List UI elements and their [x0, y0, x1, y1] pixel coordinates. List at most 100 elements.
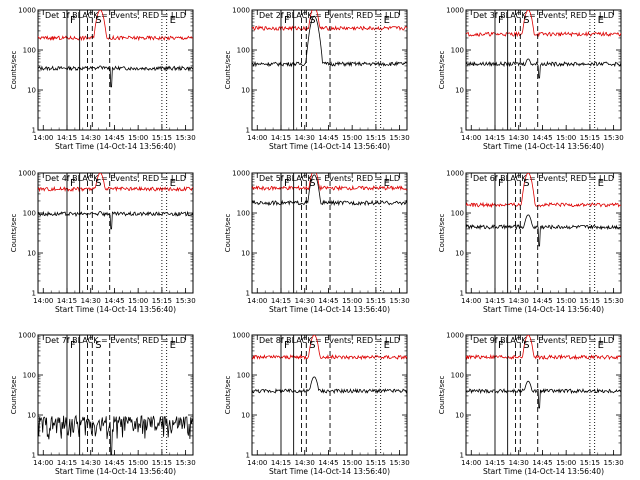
event-marker-label: E	[384, 178, 390, 189]
y-tick-label: 1	[32, 127, 36, 135]
y-axis-label: Counts/sec	[10, 376, 18, 415]
y-tick-label: 100	[23, 210, 36, 218]
chart-panel-2: Det 2f BLACK = Events, RED = LLD 1 10 100 10…	[224, 7, 410, 152]
x-tick-label: 14:45	[318, 297, 338, 305]
chart-title: Det 8f BLACK = Events, RED = LLD	[259, 336, 400, 345]
series-line-events	[252, 174, 407, 207]
x-tick-label: 15:00	[556, 134, 576, 142]
series-line-lld	[252, 10, 407, 32]
x-tick-label: 14:45	[532, 297, 552, 305]
x-tick-label: 15:00	[342, 459, 362, 467]
y-tick-label: 100	[23, 372, 36, 380]
plot-frame	[37, 172, 194, 294]
chart-title: Det 6f BLACK = Events, RED = LLD	[473, 174, 614, 183]
x-tick-label: 15:30	[604, 297, 624, 305]
x-tick-label: 14:15	[271, 134, 291, 142]
x-tick-label: 14:45	[104, 134, 124, 142]
x-tick-label: 15:30	[390, 297, 410, 305]
x-tick-label: 15:30	[390, 134, 410, 142]
x-tick-label: 15:15	[366, 459, 386, 467]
event-marker-label: S	[309, 340, 315, 351]
x-tick-label: 14:30	[509, 459, 529, 467]
y-axis-label: Counts/sec	[224, 214, 232, 253]
x-tick-label: 14:15	[271, 459, 291, 467]
series-line-events	[252, 15, 407, 68]
event-marker-label: E	[384, 15, 390, 26]
y-tick-label: 10	[27, 87, 36, 95]
x-axis-label: Start Time (14-Oct-14 13:56:40)	[55, 305, 176, 314]
x-tick-label: 14:00	[461, 297, 481, 305]
event-marker-label: F	[284, 340, 290, 351]
plot-frame	[465, 334, 622, 456]
x-tick-label: 15:30	[176, 134, 196, 142]
x-tick-label: 14:00	[247, 459, 267, 467]
x-axis-label: Start Time (14-Oct-14 13:56:40)	[269, 305, 390, 314]
y-tick-label: 1000	[18, 332, 36, 340]
x-tick-label: 14:45	[318, 134, 338, 142]
y-axis-label: Counts/sec	[224, 376, 232, 415]
series-line-events	[466, 58, 621, 79]
plot-frame	[251, 334, 408, 456]
y-axis-label: Counts/sec	[438, 51, 446, 90]
x-tick-label: 15:30	[176, 459, 196, 467]
y-tick-label: 1000	[18, 170, 36, 178]
series-line-lld	[38, 10, 193, 42]
event-marker-label: F	[498, 340, 504, 351]
chart-panel-7: Det 7f BLACK = Events, RED = LLD 1 10 100 10…	[10, 332, 196, 477]
chart-title: Det 9f BLACK = Events, RED = LLD	[473, 336, 614, 345]
x-tick-label: 14:45	[104, 297, 124, 305]
x-tick-label: 15:00	[556, 459, 576, 467]
event-marker-label: E	[598, 340, 604, 351]
x-tick-label: 14:45	[318, 459, 338, 467]
event-marker-label: S	[309, 178, 315, 189]
series-line-events	[38, 65, 193, 88]
plot-frame	[37, 334, 194, 456]
y-tick-label: 100	[237, 47, 250, 55]
y-tick-label: 100	[23, 47, 36, 55]
x-tick-label: 14:00	[461, 134, 481, 142]
event-marker-label: S	[309, 15, 315, 26]
series-line-events	[466, 214, 621, 247]
x-tick-label: 15:15	[580, 134, 600, 142]
x-tick-label: 14:15	[485, 459, 505, 467]
y-axis-label: Counts/sec	[224, 51, 232, 90]
x-tick-label: 14:00	[247, 297, 267, 305]
y-tick-label: 1	[460, 452, 464, 460]
x-tick-label: 14:00	[33, 297, 53, 305]
x-tick-label: 14:30	[509, 297, 529, 305]
y-axis-label: Counts/sec	[438, 376, 446, 415]
chart-panel-1: Det 1f BLACK = Events, RED = LLD 1 10 100 10…	[10, 7, 196, 152]
series-line-events	[38, 414, 193, 455]
series-line-lld	[466, 10, 621, 38]
x-tick-label: 15:15	[580, 459, 600, 467]
y-tick-label: 1	[246, 452, 250, 460]
event-marker-label: S	[523, 340, 529, 351]
y-axis-label: Counts/sec	[10, 214, 18, 253]
event-marker-label: S	[95, 15, 101, 26]
chart-panel-9: Det 9f BLACK = Events, RED = LLD 1 10 100 10…	[438, 332, 624, 477]
x-tick-label: 15:15	[152, 459, 172, 467]
x-tick-label: 14:30	[509, 134, 529, 142]
y-tick-label: 1000	[232, 332, 250, 340]
x-axis-label: Start Time (14-Oct-14 13:56:40)	[269, 467, 390, 476]
event-marker-label: E	[598, 15, 604, 26]
event-marker-label: F	[498, 178, 504, 189]
series-line-lld	[38, 173, 193, 193]
x-tick-label: 15:00	[128, 459, 148, 467]
y-tick-label: 10	[455, 250, 464, 258]
y-tick-label: 1	[32, 290, 36, 298]
event-marker-label: S	[523, 15, 529, 26]
x-tick-label: 15:30	[604, 459, 624, 467]
event-marker-label: E	[170, 15, 176, 26]
y-tick-label: 10	[241, 250, 250, 258]
y-tick-label: 10	[455, 87, 464, 95]
chart-panel-4: Det 4f BLACK = Events, RED = LLD 1 10 100 10…	[10, 170, 196, 315]
x-axis-label: Start Time (14-Oct-14 13:56:40)	[483, 142, 604, 151]
x-tick-label: 14:45	[104, 459, 124, 467]
event-marker-label: E	[170, 340, 176, 351]
x-tick-label: 15:00	[342, 134, 362, 142]
x-tick-label: 14:15	[57, 134, 77, 142]
x-tick-label: 15:30	[176, 297, 196, 305]
chart-title: Det 5f BLACK = Events, RED = LLD	[259, 174, 400, 183]
